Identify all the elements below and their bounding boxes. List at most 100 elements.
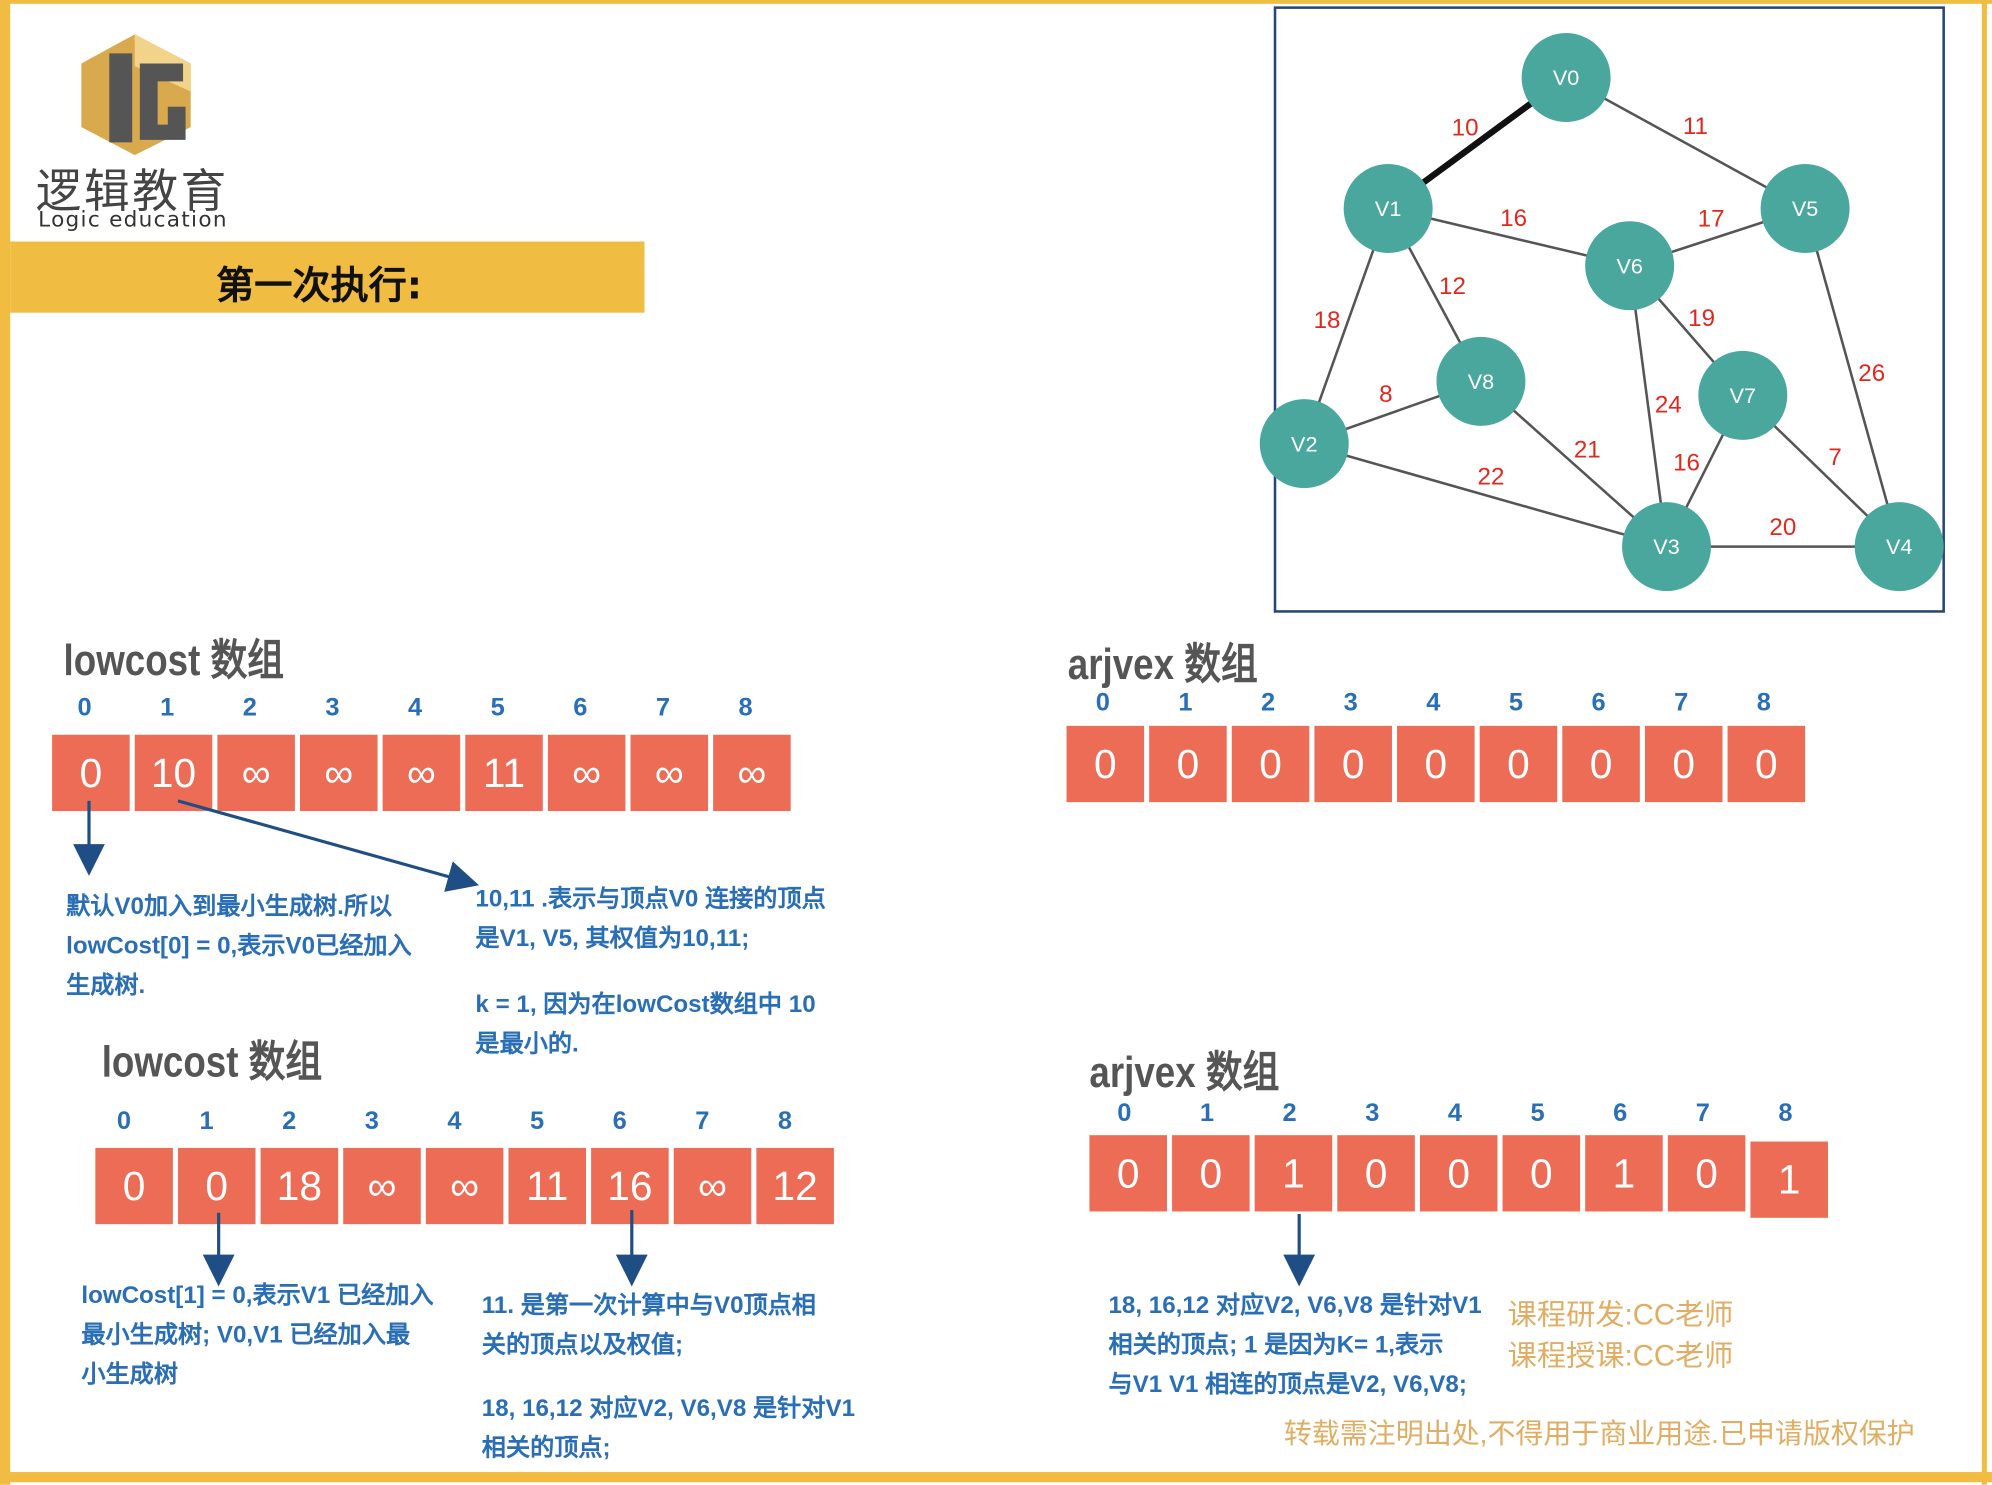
array-cell: 12 (756, 1147, 834, 1225)
edge-weight: 20 (1769, 514, 1796, 541)
graph-node (1521, 33, 1611, 123)
edge-weight: 11 (1683, 113, 1708, 140)
credit-teach: 课程授课:CC老师 (1507, 1338, 1734, 1372)
array-cell: 0 (1172, 1135, 1250, 1212)
array-index: 2 (1260, 688, 1276, 717)
array-cell: ∞ (217, 734, 295, 812)
edge-weight: 19 (1688, 305, 1715, 332)
graph-node (1622, 502, 1712, 592)
array-index: 4 (1426, 688, 1441, 717)
array-index: 8 (1778, 1099, 1793, 1128)
graph-node (1760, 163, 1850, 253)
note-k-min: k = 1, 因为在lowCost数组中 10 是最小的. (475, 985, 815, 1064)
array-cell: 11 (508, 1147, 587, 1225)
node-label: V5 (1792, 196, 1818, 221)
array-index: 6 (612, 1107, 627, 1136)
logo-text: 逻辑教育 (35, 166, 229, 219)
array-cell: 0 (1667, 1135, 1746, 1212)
note-line: k = 1, 因为在lowCost数组中 10 (475, 991, 816, 1019)
edge-weight: 21 (1574, 437, 1601, 464)
array-cell: 0 (95, 1147, 173, 1225)
lowcost-array: 0 10 ∞ ∞ ∞ 11 ∞ ∞ ∞ (52, 734, 796, 812)
note-default-v0: 默认V0加入到最小生成树.所以 lowCost[0] = 0,表示V0已经加入 生成… (66, 887, 412, 1005)
frame-border (0, 0, 11, 1485)
note-arjvex-explain: 18, 16,12 对应V2, V6,V8 是针对V1 相关的顶点; 1 是因为K… (1108, 1286, 1481, 1404)
node-label: V2 (1291, 431, 1317, 456)
array-index: 1 (1199, 1099, 1215, 1128)
edge-weight: 24 (1655, 391, 1682, 418)
array-index: 5 (1508, 688, 1523, 717)
array-cell: 0 (1727, 725, 1806, 803)
array-cell: ∞ (300, 734, 378, 812)
array-index: 7 (695, 1107, 710, 1136)
graph-edge (1803, 208, 1901, 547)
array-cell: ∞ (425, 1147, 504, 1225)
array-index: 5 (1530, 1099, 1545, 1128)
array-index: 7 (1674, 688, 1689, 717)
index-row: 0 1 2 3 4 5 6 7 8 (83, 1107, 827, 1136)
array-cell: 1 (1585, 1135, 1663, 1212)
array-index: 4 (407, 694, 423, 723)
arjvex-title: arjvex 数组 (1089, 1048, 1280, 1098)
note-line: 与V1 V1 相连的顶点是V2, V6,V8; (1108, 1371, 1467, 1399)
graph-node (1436, 336, 1526, 426)
lowcost-title: lowcost 数组 (101, 1038, 323, 1087)
array-index: 3 (364, 1107, 379, 1136)
heading-text: 第一次执行: (216, 264, 423, 309)
array-index: 6 (1591, 688, 1606, 717)
arrow (177, 799, 480, 892)
graph-edge (1628, 265, 1668, 547)
lowcost-array: 0 0 18 ∞ ∞ 11 16 ∞ 12 (95, 1147, 839, 1225)
array-index: 6 (573, 694, 588, 723)
array-cell: 1 (1254, 1135, 1333, 1212)
array-cell: ∞ (713, 734, 791, 812)
graph-node (1343, 163, 1433, 253)
array-index: 2 (242, 694, 257, 723)
edge-weight: 12 (1439, 273, 1466, 300)
array-index: 0 (116, 1107, 132, 1136)
array-index: 3 (325, 694, 340, 723)
array-cell: ∞ (382, 734, 461, 812)
logo-icon (81, 34, 191, 156)
graph-node (1585, 221, 1675, 311)
array-index: 1 (1178, 688, 1193, 717)
edge-weight: 8 (1379, 381, 1392, 408)
array-index: 8 (1756, 688, 1771, 717)
array-cell: ∞ (630, 734, 709, 812)
edge-weight: 16 (1500, 205, 1527, 232)
array-cell: 0 (1337, 1135, 1415, 1212)
array-cell: 10 (134, 734, 213, 812)
array-cell: 0 (1502, 1135, 1581, 1212)
edge-weight: 16 (1673, 450, 1700, 477)
node-label: V6 (1616, 253, 1642, 278)
array-cell: 0 (1066, 725, 1145, 803)
array-cell: 11 (465, 734, 543, 812)
edge-weight: 22 (1478, 463, 1505, 490)
array-cell: 0 (1644, 725, 1723, 803)
node-label: V1 (1375, 196, 1401, 221)
arjvex-title: arjvex 数组 (1067, 640, 1258, 689)
note-line: 关的顶点以及权值; (481, 1332, 684, 1359)
note-line: 18, 16,12 对应V2, V6,V8 是针对V1 (481, 1395, 856, 1423)
node-label: V0 (1553, 65, 1579, 90)
array-cell: 0 (1149, 725, 1227, 803)
edge-weight: 26 (1858, 360, 1885, 387)
graph-node (1259, 399, 1349, 489)
array-index: 7 (655, 694, 671, 723)
note-line: 11. 是第一次计算中与V0顶点相 (481, 1292, 816, 1320)
note-line: 10,11 .表示与顶点V0 连接的顶点 (475, 886, 826, 913)
note-line: 是最小的. (475, 1030, 579, 1058)
note-line: 相关的顶点; 1 是因为K= 1,表示 (1108, 1332, 1444, 1359)
note-line: 生成树. (66, 972, 146, 1000)
array-cell: 1 (1750, 1141, 1828, 1218)
note-line: lowCost[0] = 0,表示V0已经加入 (66, 933, 412, 960)
graph-edge (1303, 442, 1667, 548)
section-heading: 第一次执行: (10, 241, 645, 313)
array-index: 8 (738, 694, 753, 723)
array-cell: ∞ (547, 734, 626, 812)
array-index: 2 (282, 1107, 297, 1136)
